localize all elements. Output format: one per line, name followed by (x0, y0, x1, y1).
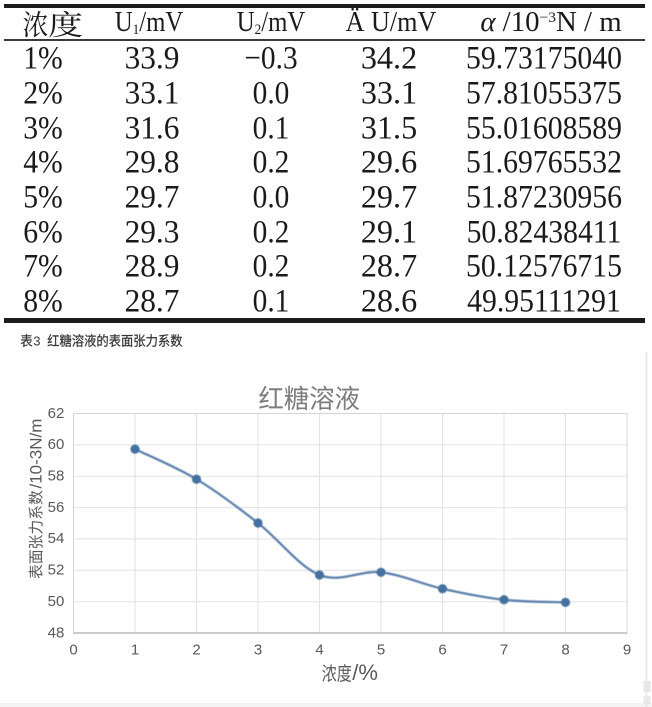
svg-text:/10-3N/m: /10-3N/m (27, 419, 46, 489)
svg-text:1: 1 (131, 642, 139, 659)
svg-text:3: 3 (33, 334, 40, 349)
svg-text:50: 50 (48, 593, 65, 610)
svg-text:48: 48 (48, 624, 65, 641)
svg-text:3: 3 (254, 642, 262, 659)
svg-text:8: 8 (561, 642, 569, 659)
svg-text:60: 60 (48, 436, 65, 453)
svg-text:9: 9 (623, 642, 631, 659)
svg-text:2: 2 (192, 642, 200, 659)
svg-text:56: 56 (48, 499, 65, 516)
svg-text:6: 6 (438, 642, 446, 659)
svg-text:7: 7 (500, 642, 508, 659)
svg-text:58: 58 (48, 468, 65, 485)
svg-text:54: 54 (48, 530, 65, 547)
svg-text:4: 4 (315, 642, 323, 659)
svg-text:0: 0 (69, 642, 77, 659)
svg-text:5: 5 (377, 642, 385, 659)
svg-text:62: 62 (48, 405, 65, 422)
svg-text:/%: /% (352, 660, 378, 685)
svg-text:52: 52 (48, 562, 65, 579)
